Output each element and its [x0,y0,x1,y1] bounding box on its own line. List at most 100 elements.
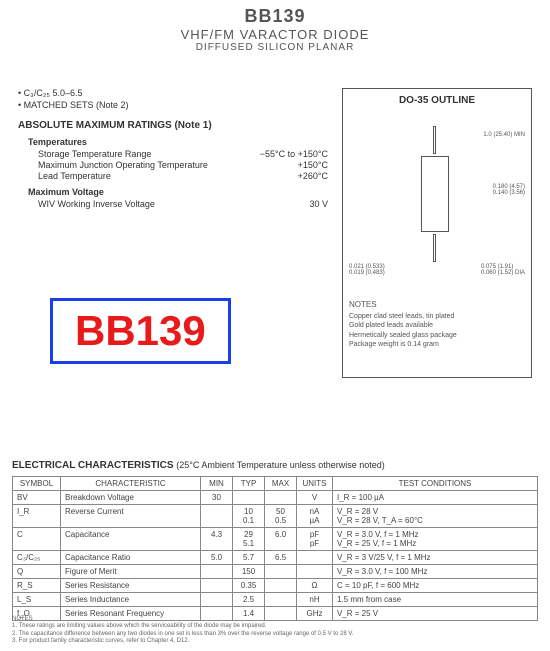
table-row: L_SSeries Inductance 2.5 nH1.5 mm from cas… [13,593,538,607]
dim-lead-width: 0.021 (0.533) 0.019 (0.483) [349,264,385,276]
cell-sym: BV [13,491,61,505]
table-row: QFigure of Merit 150 V_R = 3.0 V, f = 100 … [13,565,538,579]
cell-units: nA µA [297,505,333,528]
cell-max [265,491,297,505]
storage-temp-value: −55°C to +150°C [260,149,328,159]
cell-char: Figure of Merit [61,565,201,579]
lead-bottom-icon [433,234,436,262]
th-units: UNITS [297,477,333,491]
cell-max [265,593,297,607]
cell-char: Reverse Current [61,505,201,528]
cell-units [297,551,333,565]
th-min: MIN [201,477,233,491]
package-drawing: 1.0 (25.40) MIN 0.180 (4.57) 0.140 (3.56… [349,114,525,294]
junction-temp-label: Maximum Junction Operating Temperature [18,160,208,170]
junction-temp-value: +150°C [298,160,328,170]
outline-note-2: Gold plated leads available [349,321,525,330]
part-badge: BB139 [50,298,231,364]
cell-min [201,579,233,593]
cell-units: Ω [297,579,333,593]
cell-min [201,593,233,607]
table-row: C₃/C₂₅Capacitance Ratio5.05.76.5V_R = 3 … [13,551,538,565]
cell-test: V_R = 28 V V_R = 28 V, T_A = 60°C [333,505,538,528]
cell-min [201,505,233,528]
cell-test: I_R = 100 µA [333,491,538,505]
table-row: I_RReverse Current 10 0.150 0.5nA µAV_R =… [13,505,538,528]
th-max: MAX [265,477,297,491]
outline-notes: NOTES Copper clad steel leads, tin plate… [349,300,525,349]
footnotes-head: NOTES [12,616,353,623]
cell-test: V_R = 3.0 V, f = 1 MHz V_R = 25 V, f = 1… [333,528,538,551]
outline-title: DO-35 OUTLINE [349,95,525,106]
cell-sym: R_S [13,579,61,593]
cell-max [265,579,297,593]
subtitle-1: VHF/FM VARACTOR DIODE [0,27,550,42]
storage-temp-label: Storage Temperature Range [18,149,151,159]
cell-max [265,565,297,579]
outline-note-1: Copper clad steel leads, tin plated [349,312,525,321]
cell-sym: C₃/C₂₅ [13,551,61,565]
cell-test: V_R = 25 V [333,607,538,621]
cell-typ: 10 0.1 [233,505,265,528]
footnotes: NOTES 1. These ratings are limiting valu… [12,616,353,645]
cell-sym: L_S [13,593,61,607]
cell-units: pF pF [297,528,333,551]
th-symbol: SYMBOL [13,477,61,491]
cell-typ: 5.7 [233,551,265,565]
cell-min: 30 [201,491,233,505]
cell-test: 1.5 mm from case [333,593,538,607]
cell-sym: Q [13,565,61,579]
electrical-characteristics-table: SYMBOL CHARACTERISTIC MIN TYP MAX UNITS … [12,476,538,621]
cell-typ: 150 [233,565,265,579]
dim-body: 0.180 (4.57) 0.140 (3.56) [493,184,525,196]
wiv-value: 30 V [309,199,328,209]
badge-text: BB139 [75,307,206,355]
table-row: CCapacitance4.329 5.16.0pF pFV_R = 3.0 V… [13,528,538,551]
table-row: BVBreakdown Voltage30 VI_R = 100 µA [13,491,538,505]
cell-char: Capacitance Ratio [61,551,201,565]
bullet-matched-sets: • MATCHED SETS (Note 2) [18,100,328,110]
max-voltage-heading: Maximum Voltage [18,187,328,197]
cell-units: nH [297,593,333,607]
cell-typ [233,491,265,505]
package-body-icon [421,156,449,232]
cell-units [297,565,333,579]
package-outline: DO-35 OUTLINE 1.0 (25.40) MIN 0.180 (4.5… [342,88,532,378]
th-characteristic: CHARACTERISTIC [61,477,201,491]
amr-heading: ABSOLUTE MAXIMUM RATINGS (Note 1) [18,120,328,131]
footnote-1: 1. These ratings are limiting values abo… [12,623,353,630]
cell-units: V [297,491,333,505]
lead-temp-label: Lead Temperature [18,171,111,181]
cell-sym: C [13,528,61,551]
cell-max: 6.0 [265,528,297,551]
cell-min: 4.3 [201,528,233,551]
outline-note-4: Package weight is 0.14 gram [349,340,525,349]
cell-max: 50 0.5 [265,505,297,528]
cell-typ: 29 5.1 [233,528,265,551]
cell-test: C = 10 pF, f = 600 MHz [333,579,538,593]
cell-min [201,565,233,579]
lead-top-icon [433,126,436,154]
lead-temp-value: +260°C [298,171,328,181]
table-row: R_SSeries Resistance0.35ΩC = 10 pF, f = … [13,579,538,593]
dim-diameter: 0.075 (1.91) 0.060 (1.52) DIA [481,264,525,276]
footnote-3: 3. For product family characteristic cur… [12,638,353,645]
wiv-label: WIV Working Inverse Voltage [18,199,155,209]
dim-lead-length: 1.0 (25.40) MIN [483,132,525,138]
th-test: TEST CONDITIONS [333,477,538,491]
outline-note-3: Hermetically sealed glass package [349,331,525,340]
cell-char: Series Resistance [61,579,201,593]
cell-sym: I_R [13,505,61,528]
cell-typ: 2.5 [233,593,265,607]
cell-min: 5.0 [201,551,233,565]
cell-test: V_R = 3.0 V, f = 100 MHz [333,565,538,579]
specifications-block: • C₃/C₂₅ 5.0–6.5 • MATCHED SETS (Note 2)… [18,88,328,210]
part-number: BB139 [0,6,550,27]
outline-notes-head: NOTES [349,300,525,310]
cell-char: Breakdown Voltage [61,491,201,505]
cell-char: Series Inductance [61,593,201,607]
th-typ: TYP [233,477,265,491]
footnote-2: 2. The capacitance difference between an… [12,631,353,638]
temperatures-heading: Temperatures [18,137,328,147]
subtitle-2: DIFFUSED SILICON PLANAR [0,42,550,53]
